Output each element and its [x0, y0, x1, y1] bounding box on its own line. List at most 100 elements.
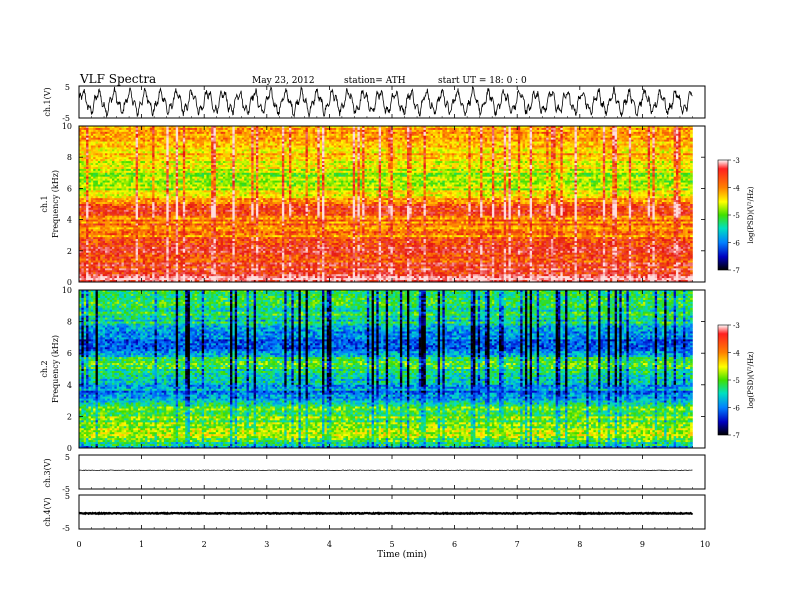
spectrogram-cell — [152, 128, 155, 130]
spectrogram-cell — [541, 161, 544, 163]
spectrogram-cell — [539, 134, 542, 136]
spectrogram-cell — [365, 144, 368, 146]
spectrogram-cell — [131, 157, 134, 159]
spectrogram-cell — [155, 151, 158, 153]
spectrogram-cell — [459, 140, 462, 142]
spectrogram-cell — [643, 140, 646, 142]
spectrogram-cell — [140, 157, 143, 159]
spectrogram-cell — [622, 134, 625, 136]
spectrogram-cell — [275, 140, 278, 142]
spectrogram-cell — [610, 138, 613, 140]
spectrogram-cell — [209, 149, 212, 151]
spectrogram-cell — [688, 138, 691, 140]
spectrogram-cell — [454, 132, 457, 134]
spectrogram-cell — [492, 146, 495, 148]
spectrogram-cell — [419, 153, 422, 155]
spectrogram-cell — [645, 147, 648, 149]
spectrogram-cell — [117, 146, 120, 148]
spectrogram-cell — [570, 130, 573, 132]
spectrogram-cell — [645, 161, 648, 163]
spectrogram-cell — [206, 130, 209, 132]
spectrogram-cell — [169, 130, 172, 132]
spectrogram-cell — [402, 147, 405, 149]
spectrogram-cell — [209, 134, 212, 136]
spectrogram-cell — [317, 161, 320, 163]
spectrogram-cell — [225, 128, 228, 130]
spectrogram-cell — [461, 153, 464, 155]
spectrogram-cell — [348, 155, 351, 157]
spectrogram-cell — [162, 130, 165, 132]
spectrogram-cell — [244, 130, 247, 132]
spectrogram-cell — [615, 157, 618, 159]
spectrogram-cell — [582, 138, 585, 140]
spectrogram-cell — [667, 146, 670, 148]
spectrogram-cell — [136, 161, 139, 163]
spectrogram-cell — [464, 159, 467, 161]
spectrogram-cell — [671, 130, 674, 132]
spectrogram-cell — [591, 157, 594, 159]
spectrogram-cell — [386, 146, 389, 148]
spectrogram-cell — [553, 136, 556, 138]
spectrogram-cell — [492, 149, 495, 151]
spectrogram-cell — [610, 147, 613, 149]
spectrogram-cell — [643, 151, 646, 153]
spectrogram-cell — [445, 136, 448, 138]
spectrogram-cell — [327, 130, 330, 132]
spectrogram-cell — [452, 130, 455, 132]
spectrogram-cell — [416, 138, 419, 140]
spectrogram-cell — [523, 130, 526, 132]
spectrogram-cell — [310, 161, 313, 163]
spectrogram-cell — [228, 146, 231, 148]
spectrogram-cell — [317, 149, 320, 151]
spectrogram-cell — [544, 147, 547, 149]
spectrogram-cell — [398, 144, 401, 146]
spectrogram-cell — [178, 132, 181, 134]
spectrogram-cell — [331, 132, 334, 134]
spectrogram-cell — [669, 142, 672, 144]
spectrogram-cell — [438, 147, 441, 149]
spectrogram-cell — [501, 142, 504, 144]
spectrogram-cell — [192, 132, 195, 134]
spectrogram-cell — [121, 138, 124, 140]
spectrogram-cell — [298, 138, 301, 140]
spectrogram-cell — [626, 159, 629, 161]
spectrogram-cell — [532, 153, 535, 155]
spectrogram-cell — [435, 153, 438, 155]
spectrogram-cell — [362, 130, 365, 132]
spectrogram-cell — [596, 155, 599, 157]
spectrogram-cell — [405, 161, 408, 163]
spectrogram-cell — [298, 147, 301, 149]
spectrogram-cell — [157, 146, 160, 148]
spectrogram-cell — [523, 149, 526, 151]
spectrogram-cell — [298, 155, 301, 157]
spectrogram-cell — [235, 130, 238, 132]
spectrogram-cell — [140, 146, 143, 148]
spectrogram-cell — [357, 130, 360, 132]
spectrogram-cell — [190, 140, 193, 142]
spectrogram-cell — [511, 149, 514, 151]
spectrogram-cell — [133, 159, 136, 161]
spectrogram-cell — [324, 142, 327, 144]
spectrogram-cell — [270, 149, 273, 151]
spectrogram-cell — [185, 155, 188, 157]
spectrogram-cell — [334, 159, 337, 161]
spectrogram-cell — [667, 130, 670, 132]
spectrogram-cell — [192, 151, 195, 153]
spectrogram-cell — [93, 138, 96, 140]
spectrogram-cell — [402, 130, 405, 132]
spectrogram-cell — [180, 138, 183, 140]
spectrogram-cell — [185, 151, 188, 153]
spectrogram-cell — [419, 161, 422, 163]
spectrogram-cell — [284, 142, 287, 144]
spectrogram-cell — [480, 132, 483, 134]
spectrogram-cell — [91, 140, 94, 142]
spectrogram-cell — [272, 136, 275, 138]
spectrogram-cell — [685, 136, 688, 138]
spectrogram-cell — [393, 146, 396, 148]
spectrogram-cell — [589, 151, 592, 153]
spectrogram-cell — [598, 155, 601, 157]
spectrogram-cell — [277, 136, 280, 138]
spectrogram-cell — [685, 157, 688, 159]
spectrogram-cell — [473, 142, 476, 144]
spectrogram-cell — [487, 159, 490, 161]
